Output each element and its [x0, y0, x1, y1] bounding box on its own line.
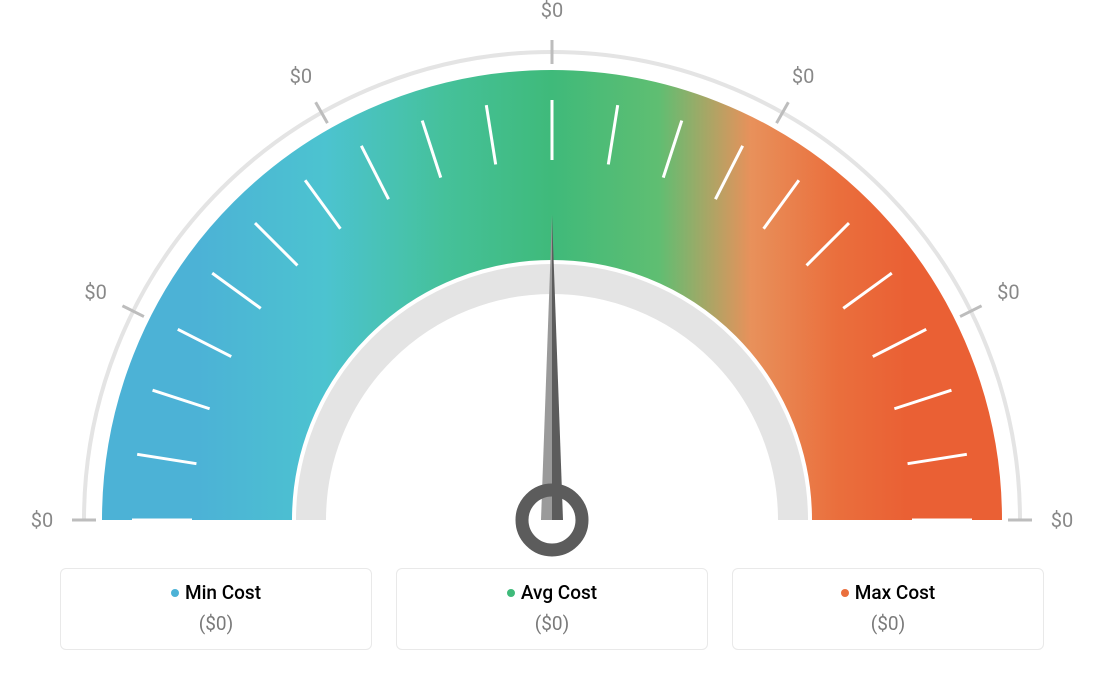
legend-title-max: Max Cost: [841, 581, 935, 604]
gauge-tick-label: $0: [997, 280, 1019, 304]
gauge-tick-label: $0: [541, 0, 563, 22]
gauge-tick-label: $0: [290, 64, 312, 88]
legend-card-max: Max Cost ($0): [732, 568, 1044, 650]
legend-value-avg: ($0): [405, 612, 699, 635]
gauge-tick-label: $0: [792, 64, 814, 88]
legend-title-max-text: Max Cost: [855, 581, 935, 604]
legend-dot-avg: [507, 589, 515, 597]
gauge-svg: [0, 0, 1104, 560]
legend-row: Min Cost ($0) Avg Cost ($0) Max Cost ($0…: [0, 560, 1104, 650]
legend-title-min: Min Cost: [171, 581, 261, 604]
gauge-tick-label: $0: [84, 280, 106, 304]
legend-title-min-text: Min Cost: [185, 581, 261, 604]
gauge-tick-label: $0: [31, 508, 53, 532]
gauge-cost-chart: $0 $0 $0 $0 $0 $0 $0 Min Cost ($0) Avg Cost ($…: [0, 0, 1104, 690]
legend-dot-min: [171, 589, 179, 597]
legend-value-min: ($0): [69, 612, 363, 635]
legend-dot-max: [841, 589, 849, 597]
legend-title-avg: Avg Cost: [507, 581, 597, 604]
legend-card-min: Min Cost ($0): [60, 568, 372, 650]
legend-card-avg: Avg Cost ($0): [396, 568, 708, 650]
legend-value-max: ($0): [741, 612, 1035, 635]
gauge-tick-label: $0: [1051, 508, 1073, 532]
gauge-canvas-area: $0 $0 $0 $0 $0 $0 $0: [0, 0, 1104, 560]
legend-title-avg-text: Avg Cost: [521, 581, 597, 604]
